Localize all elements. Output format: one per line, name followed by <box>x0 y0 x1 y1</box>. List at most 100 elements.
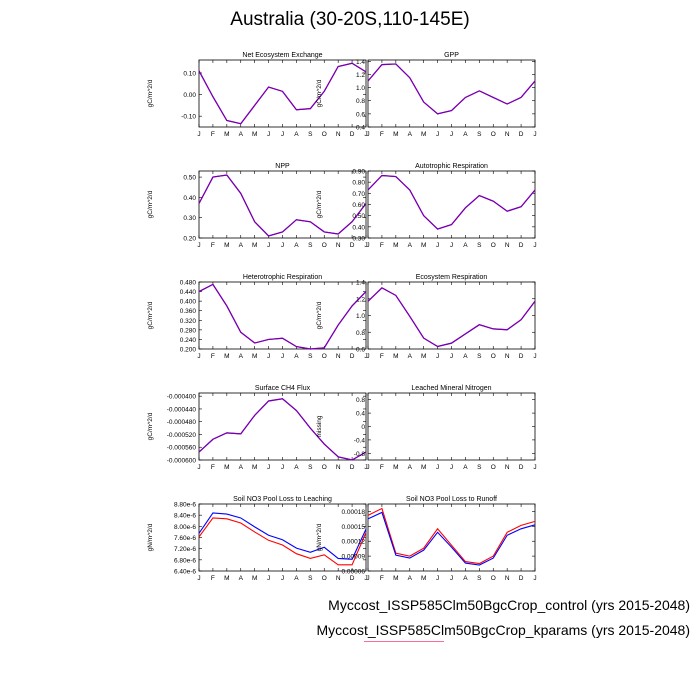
panel-3-ytick-label: 0.40 <box>352 224 365 231</box>
panel-7-xtick-label: J <box>533 464 536 471</box>
panel-7-ytick-label: -0.4 <box>354 437 366 444</box>
panel-4-xtick-label: A <box>294 353 299 360</box>
panel-8-xtick-label: S <box>308 575 313 582</box>
panel-3-xtick-label: J <box>366 242 369 249</box>
panel-2-xtick-label: O <box>322 242 327 249</box>
panel-1-xtick-label: O <box>491 131 496 138</box>
panel-4-xtick-label: J <box>197 353 200 360</box>
panel-9-frame <box>367 503 536 572</box>
panel-6-xtick-label: J <box>197 464 200 471</box>
panel-7-xtick-label: M <box>393 464 398 471</box>
panel-3-xtick-label: A <box>408 242 413 249</box>
panel-4-ylabel: gC/m^2/d <box>147 301 154 329</box>
panel-3-xtick-label: S <box>477 242 482 249</box>
panel-2-xtick-label: A <box>239 242 244 249</box>
panel-4-ytick-label: 0.240 <box>180 337 197 344</box>
panel-2-xtick-label: A <box>294 242 299 249</box>
panel-3-xtick-label: M <box>421 242 426 249</box>
panel-1-xtick-label: J <box>366 131 369 138</box>
panel-5-ytick-label: 0.6 <box>356 347 365 354</box>
panel-8-xtick-label: J <box>197 575 200 582</box>
panel-7-ytick-label: -0.8 <box>354 451 366 458</box>
panel-8-ytick-label: 6.40e-6 <box>174 569 196 576</box>
panel-4-xtick-label: D <box>350 353 355 360</box>
panel-3-ytick-label: 0.60 <box>352 202 365 209</box>
panel-8-ytick-label: 8.80e-6 <box>174 502 196 509</box>
panel-5-ylabel: gC/m^2/d <box>316 301 323 329</box>
panel-2-xtick-label: F <box>211 242 215 249</box>
panel-6-xtick-label: M <box>224 464 229 471</box>
panel-5-ytick-label: 1.0 <box>356 313 365 320</box>
panel-6-xtick-label: A <box>239 464 244 471</box>
panel-1-ytick-label: 1.4 <box>356 59 365 66</box>
panel-4-xtick-label: A <box>239 353 244 360</box>
panel-1-xtick-label: A <box>408 131 413 138</box>
panel-6-series-control <box>198 398 367 461</box>
panel-3-xtick-label: F <box>380 242 384 249</box>
panel-4-ytick-label: 0.320 <box>180 318 197 325</box>
panel-6-xtick-label: A <box>294 464 299 471</box>
panel-7-ytick-label: 0.8 <box>356 397 365 404</box>
panel-3-xtick-label: A <box>463 242 468 249</box>
panel-6-ytick-label: -0.000480 <box>167 419 197 426</box>
panel-8-ytick-label: 7.20e-6 <box>174 546 196 553</box>
panel-3-xtick-label: O <box>491 242 496 249</box>
panel-9-xtick-label: A <box>463 575 468 582</box>
panel-1-xtick-label: M <box>393 131 398 138</box>
panel-8-xtick-label: M <box>252 575 257 582</box>
panel-6-xtick-label: D <box>350 464 355 471</box>
panel-4-xtick-label: F <box>211 353 215 360</box>
panel-7-xtick-label: S <box>477 464 482 471</box>
panel-1-ytick-label: 0.6 <box>356 111 365 118</box>
panel-5-series-control <box>367 287 536 348</box>
panel-0-xtick-label: J <box>267 131 270 138</box>
panel-1-xtick-label: D <box>519 131 524 138</box>
panel-4-xtick-label: J <box>281 353 284 360</box>
panel-2-xtick-label: M <box>252 242 257 249</box>
panel-2-ytick-label: 0.50 <box>183 175 196 182</box>
panel-5-xtick-label: F <box>380 353 384 360</box>
panel-4-xtick-label: J <box>364 353 367 360</box>
panel-2-ytick-label: 0.40 <box>183 195 196 202</box>
panel-9-xtick-label: S <box>477 575 482 582</box>
panel-5-xtick-label: N <box>505 353 510 360</box>
panel-9-xtick-label: J <box>450 575 453 582</box>
panel-6-frame <box>198 392 367 461</box>
panel-3-ytick-label: 0.70 <box>352 191 365 198</box>
panel-8-xtick-label: A <box>294 575 299 582</box>
panel-1-xtick-label: F <box>380 131 384 138</box>
panel-7-xtick-label: A <box>463 464 468 471</box>
panel-0-xtick-label: A <box>294 131 299 138</box>
panel-0-ytick-label: 0.10 <box>183 70 196 77</box>
panel-1-xtick-label: J <box>450 131 453 138</box>
panel-1-ytick-label: 1.2 <box>356 72 365 79</box>
panel-2-xtick-label: J <box>197 242 200 249</box>
panel-3-xtick-label: J <box>450 242 453 249</box>
panel-3-series-kparams <box>367 174 536 230</box>
panel-3-frame <box>367 170 536 239</box>
panel-9-ytick-label: 0.00006 <box>342 569 366 576</box>
panel-1-xtick-label: J <box>436 131 439 138</box>
panel-6-xtick-label: N <box>336 464 341 471</box>
panel-6-title: Surface CH4 Flux <box>255 385 311 392</box>
legend-control-label: Myccost_ISSP585Clm50BgcCrop_control (yrs… <box>328 597 690 613</box>
panel-6-xtick-label: J <box>281 464 284 471</box>
panel-1-ytick-label: 0.8 <box>356 98 365 105</box>
panel-6-xtick-label: O <box>322 464 327 471</box>
panel-8-xtick-label: O <box>322 575 327 582</box>
panel-2-xtick-label: S <box>308 242 313 249</box>
panel-2-xtick-label: N <box>336 242 341 249</box>
panel-2-xtick-label: D <box>350 242 355 249</box>
panel-9-ytick-label: 0.00018 <box>342 509 366 516</box>
panel-9-ylabel: gN/m^2/d <box>316 523 323 551</box>
panel-4-xtick-label: N <box>336 353 341 360</box>
panel-2-xtick-label: J <box>364 242 367 249</box>
panel-2-series-kparams <box>198 174 367 237</box>
panel-6-xtick-label: J <box>267 464 270 471</box>
panel-5-series-kparams <box>367 287 536 348</box>
panel-5-xtick-label: A <box>408 353 413 360</box>
panel-0-ytick-label: 0.00 <box>183 92 196 99</box>
panel-7-frame <box>367 392 536 461</box>
panel-8-xtick-label: D <box>350 575 355 582</box>
